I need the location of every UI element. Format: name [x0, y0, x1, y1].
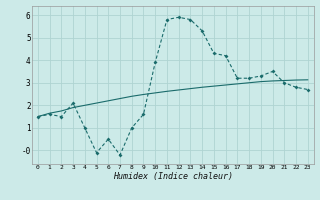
X-axis label: Humidex (Indice chaleur): Humidex (Indice chaleur): [113, 172, 233, 181]
